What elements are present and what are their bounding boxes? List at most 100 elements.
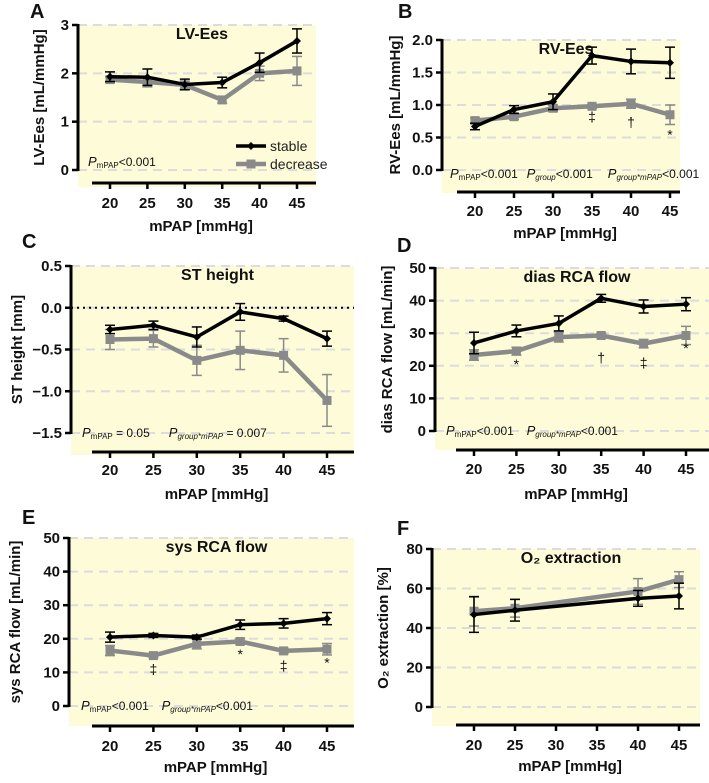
series-line <box>109 39 298 87</box>
data-point <box>105 646 115 656</box>
chart-title: sys RCA flow <box>166 539 268 556</box>
data-point <box>323 614 331 623</box>
significance-marker: ‡ <box>588 108 596 124</box>
series-line <box>109 639 328 658</box>
x-tick-label: 20 <box>467 203 484 220</box>
data-point <box>292 66 302 76</box>
significance-marker: * <box>237 646 243 662</box>
data-point <box>510 105 518 114</box>
series-line <box>109 616 328 639</box>
y-tick-label: 1.0 <box>412 97 433 114</box>
data-point <box>192 633 201 642</box>
significance-marker: ‡ <box>640 354 648 370</box>
p-symbol: P <box>82 425 91 440</box>
chart-title: dias RCA flow <box>524 269 632 286</box>
p-symbol: P <box>608 166 617 181</box>
data-point <box>634 594 642 603</box>
y-tick-label: 10 <box>409 390 426 407</box>
y-tick-label: 40 <box>406 620 423 637</box>
plot-background <box>71 266 354 455</box>
x-tick-label: 25 <box>508 461 525 478</box>
data-point <box>293 36 301 45</box>
data-point <box>470 610 478 619</box>
x-tick-label: 25 <box>507 737 524 754</box>
series-line <box>109 68 298 103</box>
data-point <box>255 58 264 67</box>
data-point <box>236 620 245 629</box>
p-value: PmPAP<0.001 <box>446 423 514 439</box>
x-axis-label: mPAP [mmHg] <box>524 486 628 503</box>
x-tick-label: 40 <box>251 195 268 212</box>
y-tick-label: 0 <box>52 698 60 715</box>
y-tick-label: 20 <box>409 358 426 375</box>
data-point <box>149 631 158 640</box>
p-subscript: group <box>535 173 556 182</box>
panel-e: 0 10 20 30 40 50 20 25 30 35 40 45 mPAP [mmHg] sys RC… <box>7 507 354 776</box>
y-tick-label: −1.5 <box>32 425 62 442</box>
y-tick-label: 30 <box>43 597 60 614</box>
data-point <box>511 606 519 615</box>
data-point <box>587 101 597 111</box>
x-axis-label: mPAP [mmHg] <box>164 759 268 776</box>
x-tick-label: 20 <box>102 738 119 755</box>
y-tick-label: 0.0 <box>41 300 62 317</box>
p-subscript: mPAP <box>459 173 481 182</box>
data-point <box>322 644 332 654</box>
panel-d: 0 10 20 30 40 50 20 25 30 35 40 45 mPAP [mmHg] dias R… <box>379 235 709 503</box>
y-tick-label: 0.0 <box>412 162 433 179</box>
p-subscript: group*mPAP <box>535 430 581 439</box>
x-axis-label: mPAP [mmHg] <box>165 486 269 503</box>
legend-marker-decrease <box>246 159 256 169</box>
data-point <box>674 575 684 585</box>
data-point <box>639 339 649 349</box>
data-point <box>143 73 152 82</box>
series-line <box>109 336 329 402</box>
data-point <box>549 97 557 106</box>
x-tick-label: 30 <box>188 462 205 479</box>
series-line <box>474 53 671 129</box>
p-value: Pgroup*mPAP<0.001 <box>162 698 254 714</box>
data-point <box>106 633 114 642</box>
data-point <box>626 99 636 109</box>
p-symbol: P <box>527 166 536 181</box>
data-point <box>675 592 683 601</box>
y-tick-label: −1.0 <box>32 383 62 400</box>
x-tick-label: 25 <box>139 195 156 212</box>
data-point <box>682 300 690 309</box>
x-tick-label: 45 <box>662 203 679 220</box>
x-tick-label: 40 <box>623 203 640 220</box>
x-tick-label: 20 <box>102 195 119 212</box>
x-tick-label: 35 <box>589 737 606 754</box>
data-point <box>148 334 158 344</box>
x-axis-label: mPAP [mmHg] <box>513 225 617 242</box>
y-tick-label: 80 <box>406 541 423 558</box>
y-tick-label: 1.5 <box>412 65 433 82</box>
x-tick-label: 25 <box>145 738 162 755</box>
significance-marker: † <box>597 350 605 366</box>
data-point <box>554 332 564 342</box>
x-tick-label: 45 <box>319 462 336 479</box>
series-stable <box>469 293 691 355</box>
x-tick-label: 45 <box>319 738 336 755</box>
y-tick-label: 2.0 <box>412 32 433 49</box>
data-point <box>106 72 114 81</box>
data-point <box>148 651 158 661</box>
chart-title: O₂ extraction <box>521 550 621 567</box>
legend-marker-stable <box>247 142 255 150</box>
data-point <box>235 345 245 355</box>
panel-label: C <box>22 231 36 253</box>
significance-marker: ‡ <box>280 658 288 674</box>
plot-background <box>435 268 709 450</box>
y-tick-label: 0 <box>61 162 69 179</box>
p-value-text: <0.001 <box>216 699 253 713</box>
legend-label-decrease: decrease <box>270 156 328 172</box>
y-tick-label: 0 <box>415 699 423 716</box>
p-value: PmPAP<0.001 <box>88 154 156 170</box>
panel-b: 0.0 0.5 1.0 1.5 2.0 20 25 30 35 40 45 mPAP [mmHg] RV… <box>387 1 699 242</box>
x-axis-label: mPAP [mmHg] <box>518 758 622 775</box>
series-line <box>473 577 680 614</box>
x-tick-label: 40 <box>630 737 647 754</box>
panel-c: −1.5 −1.0 −0.5 0.0 0.5 20 25 30 35 40 45 mPAP [mmHg… <box>9 231 354 503</box>
series-line <box>473 333 687 358</box>
data-point <box>681 330 691 340</box>
